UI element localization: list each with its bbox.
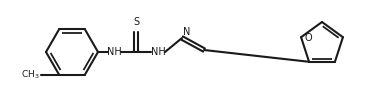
Text: S: S [133, 17, 139, 27]
Text: O: O [304, 33, 312, 43]
Text: N: N [183, 27, 190, 37]
Text: NH: NH [106, 47, 121, 57]
Text: NH: NH [151, 47, 165, 57]
Text: CH$_3$: CH$_3$ [21, 68, 40, 81]
